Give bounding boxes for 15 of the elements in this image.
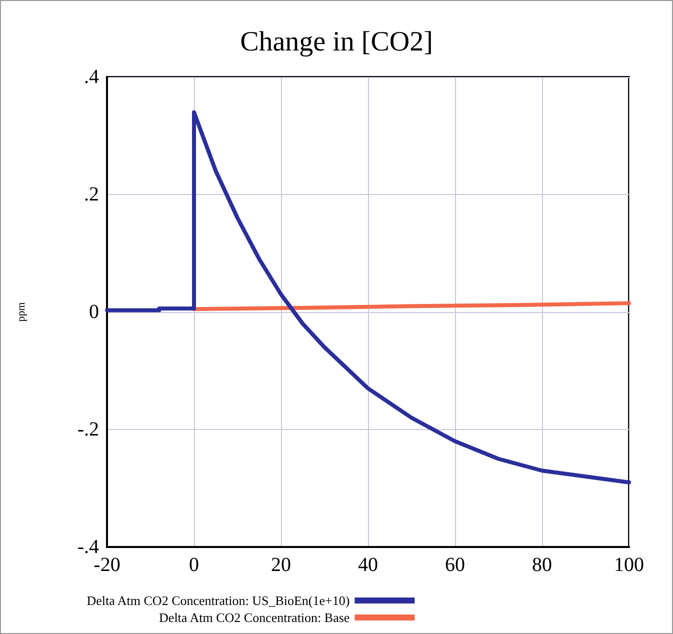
y-tick-label: .4 — [84, 66, 99, 88]
y-tick-label: .2 — [84, 184, 99, 206]
y-tick-label: -.2 — [77, 418, 99, 440]
line-series — [105, 110, 631, 484]
x-tick-label: 20 — [271, 554, 291, 576]
x-tick-label: 60 — [445, 554, 465, 576]
y-tick-label: 0 — [89, 301, 99, 323]
y-axis-title: ppm — [16, 302, 28, 322]
legend-label: Delta Atm CO2 Concentration: US_BioEn(1e+10) — [86, 593, 350, 608]
x-tick-label: 80 — [532, 554, 552, 576]
legend-label: Delta Atm CO2 Concentration: Base — [159, 610, 350, 625]
x-tick-label: 0 — [189, 554, 199, 576]
chart-title: Change in [CO2] — [240, 26, 433, 58]
x-tick-label: 100 — [614, 554, 644, 576]
x-tick-label: 40 — [358, 554, 378, 576]
